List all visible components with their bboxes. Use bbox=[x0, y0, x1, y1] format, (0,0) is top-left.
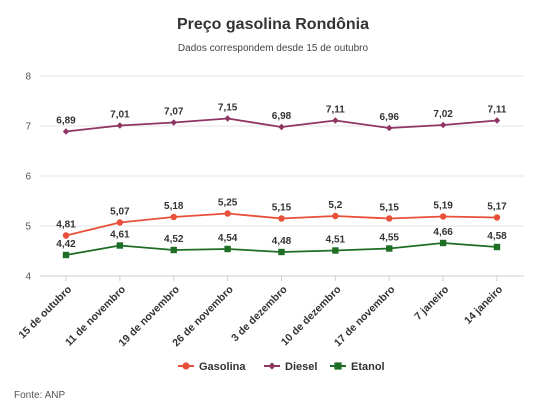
legend-marker bbox=[334, 362, 342, 370]
legend-marker bbox=[268, 362, 276, 370]
data-point bbox=[278, 215, 285, 222]
data-point bbox=[116, 219, 124, 226]
data-point bbox=[493, 214, 501, 221]
data-point bbox=[224, 115, 231, 122]
data-label: 7,07 bbox=[164, 107, 184, 118]
data-label: 5,17 bbox=[487, 202, 507, 213]
data-label: 4,51 bbox=[326, 235, 346, 246]
series-diesel: 6,89 7,01 7,07 7,15 6,98 7,11 6,96 7,02 7,11 bbox=[56, 103, 507, 135]
data-point bbox=[278, 123, 285, 131]
data-point bbox=[170, 119, 177, 126]
x-tick-label: 3 de dezembro bbox=[229, 284, 289, 344]
legend-label: Diesel bbox=[285, 361, 317, 373]
data-label: 5,25 bbox=[218, 198, 238, 209]
x-tick-label: 15 de outubro bbox=[17, 284, 75, 342]
data-point bbox=[493, 117, 501, 124]
data-point bbox=[386, 124, 393, 132]
data-label: 4,58 bbox=[487, 231, 507, 242]
data-label: 5,2 bbox=[328, 200, 342, 211]
data-label: 4,55 bbox=[380, 233, 400, 244]
y-tick-label: 6 bbox=[25, 172, 31, 183]
source-note: Fonte: ANP bbox=[14, 390, 65, 401]
data-point bbox=[439, 121, 447, 129]
y-tick-label: 7 bbox=[25, 122, 31, 133]
data-point bbox=[278, 248, 285, 256]
data-point bbox=[332, 212, 339, 220]
data-label: 7,01 bbox=[110, 110, 130, 121]
y-tick-label: 8 bbox=[25, 72, 31, 83]
data-label: 4,54 bbox=[218, 233, 238, 244]
data-label: 7,02 bbox=[433, 109, 453, 120]
data-label: 4,52 bbox=[164, 234, 184, 245]
series-gasolina: 4,81 5,07 5,18 5,25 5,15 5,2 5,15 5,19 5,17 bbox=[56, 198, 507, 239]
data-label: 4,66 bbox=[433, 227, 453, 238]
data-label: 6,96 bbox=[380, 112, 400, 123]
data-label: 4,61 bbox=[110, 230, 130, 241]
data-point bbox=[439, 239, 447, 247]
series-group: 4,81 5,07 5,18 5,25 5,15 5,2 5,15 5,19 5,17 6,89 7… bbox=[56, 103, 507, 259]
data-point bbox=[116, 122, 124, 129]
y-tick-label: 5 bbox=[25, 222, 31, 233]
data-label: 4,81 bbox=[56, 220, 76, 231]
data-label: 4,48 bbox=[272, 236, 292, 247]
data-label: 5,18 bbox=[164, 201, 184, 212]
data-point bbox=[493, 243, 501, 251]
chart-title: Preço gasolina Rondônia bbox=[177, 16, 369, 33]
series-etanol: 4,42 4,61 4,52 4,54 4,48 4,51 4,55 4,66 4,58 bbox=[56, 227, 507, 259]
data-label: 5,15 bbox=[380, 203, 400, 214]
legend-label: Etanol bbox=[351, 361, 385, 373]
legend: Gasolina Diesel Etanol bbox=[178, 361, 385, 373]
data-label: 5,07 bbox=[110, 207, 130, 218]
legend-item-gasolina: Gasolina bbox=[178, 361, 246, 373]
data-point bbox=[332, 117, 339, 124]
x-tick-label: 7 janeiro bbox=[412, 284, 451, 323]
data-label: 6,98 bbox=[272, 111, 292, 122]
data-point bbox=[332, 247, 339, 254]
data-label: 6,89 bbox=[56, 116, 76, 127]
x-tick-label: 14 janeiro bbox=[462, 284, 505, 327]
data-label: 5,19 bbox=[433, 201, 453, 212]
data-point bbox=[62, 251, 70, 259]
data-point bbox=[224, 210, 231, 217]
data-point bbox=[170, 213, 177, 221]
data-point bbox=[62, 232, 70, 239]
legend-item-etanol: Etanol bbox=[330, 361, 385, 373]
chart-subtitle: Dados correspondem desde 15 de outubro bbox=[178, 43, 369, 54]
data-point bbox=[62, 128, 70, 135]
data-point bbox=[386, 245, 393, 252]
data-label: 7,11 bbox=[488, 105, 507, 116]
data-label: 4,42 bbox=[56, 239, 76, 250]
data-point bbox=[439, 213, 447, 220]
y-tick-label: 4 bbox=[25, 272, 31, 283]
data-point bbox=[116, 242, 124, 249]
legend-label: Gasolina bbox=[199, 361, 246, 373]
legend-item-diesel: Diesel bbox=[264, 361, 317, 373]
data-point bbox=[224, 245, 231, 253]
data-point bbox=[170, 246, 177, 254]
y-axis: 4 5 6 7 8 bbox=[25, 72, 31, 283]
data-label: 7,11 bbox=[326, 105, 345, 116]
data-label: 5,15 bbox=[272, 203, 292, 214]
legend-marker bbox=[182, 362, 190, 370]
data-point bbox=[386, 215, 393, 222]
data-label: 7,15 bbox=[218, 103, 238, 114]
